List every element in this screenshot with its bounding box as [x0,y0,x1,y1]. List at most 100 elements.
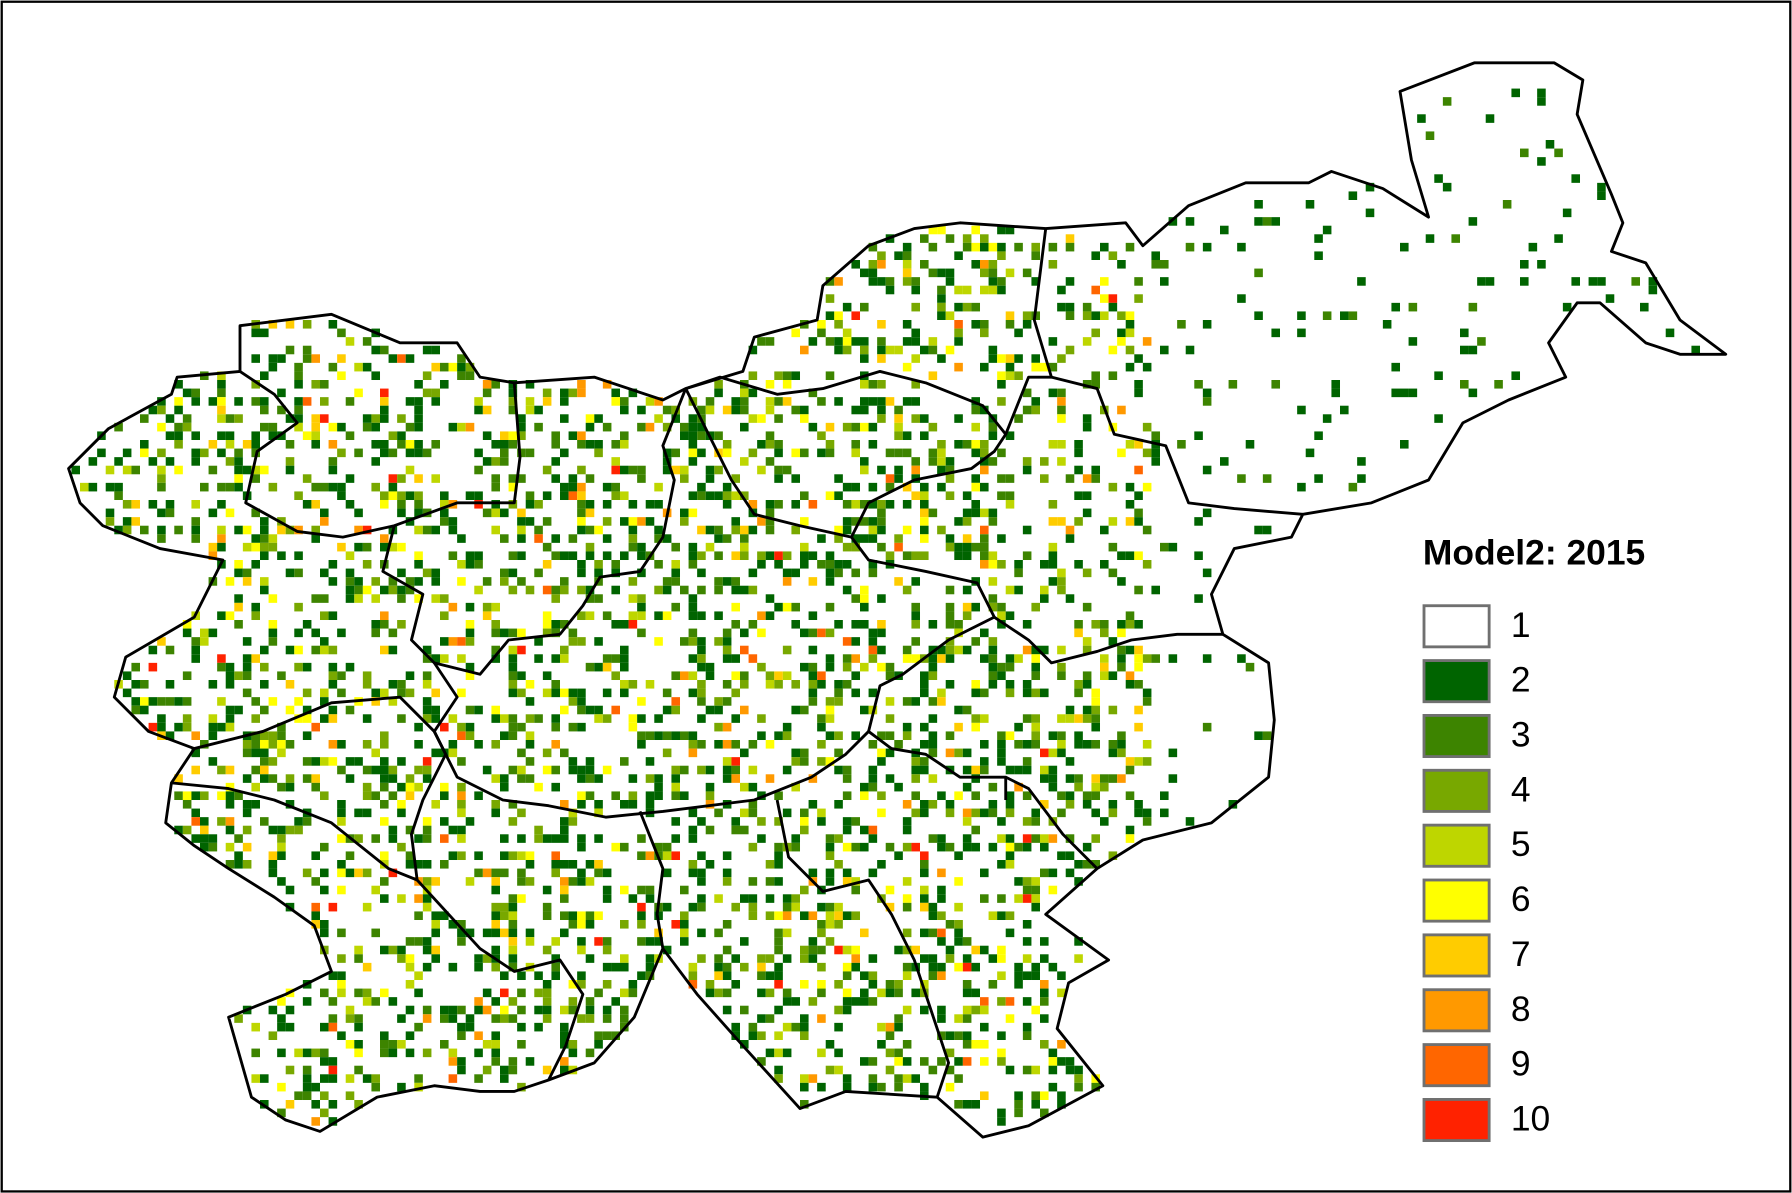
cell [1074,628,1083,638]
cell [242,842,252,852]
cell [808,662,818,672]
cell [320,688,329,698]
cell [697,714,706,723]
cell [285,885,295,895]
cell [577,980,586,989]
cell [328,577,338,586]
cell [1151,260,1161,269]
cell [937,688,946,698]
cell [971,714,981,723]
cell [748,654,758,663]
cell [662,585,672,595]
cell [1202,508,1212,518]
cell [457,1005,466,1015]
cell [1125,440,1135,449]
cell [1065,800,1075,809]
cell [731,654,741,663]
cell [1005,911,1015,921]
cell [345,431,355,441]
cell [517,517,526,526]
cell [371,997,381,1006]
cell [962,1100,972,1109]
cell [268,731,278,741]
cell [705,765,715,775]
cell [988,345,998,355]
cell [645,517,655,526]
cell [208,680,218,689]
cell [414,474,423,483]
cell [114,422,123,432]
cell [208,551,218,561]
cell [877,628,886,638]
cell [825,440,835,449]
cell [902,251,912,261]
cell [877,1040,886,1049]
cell [371,345,381,355]
cell [517,868,526,878]
cell [508,954,518,963]
cell [525,928,535,938]
cell [260,748,269,758]
cell [937,311,946,321]
cell [902,945,912,955]
cell [911,1074,921,1083]
cell [602,894,612,903]
cell [748,448,758,458]
cell [1065,791,1075,801]
cell [911,397,921,406]
cell [311,431,321,441]
cell [525,448,535,458]
cell [182,422,192,432]
cell [388,1048,398,1058]
cell [354,388,363,398]
cell [774,465,783,475]
cell [397,585,406,595]
cell [980,688,989,698]
cell [688,740,698,749]
cell [345,851,355,861]
cell [748,371,758,381]
cell [328,1117,338,1126]
cell [1014,560,1023,569]
cell [1074,860,1083,869]
cell [431,440,441,449]
cell [628,722,638,732]
cell [260,422,269,432]
cell [980,234,989,243]
cell [825,911,835,921]
cell [962,1040,972,1049]
cell [405,577,415,586]
cell [971,474,981,483]
cell [380,800,389,809]
cell [988,594,998,603]
cell [225,431,235,441]
cell [731,1022,741,1032]
cell [482,765,492,775]
cell [920,508,929,518]
cell [800,1082,809,1092]
cell [1134,440,1143,449]
cell [422,568,432,578]
cell [628,894,638,903]
cell [911,808,921,818]
cell [1125,765,1135,775]
cell [885,714,895,723]
cell [491,705,501,715]
cell [817,928,826,938]
cell [714,380,723,389]
cell [962,962,972,972]
cell [1057,440,1066,449]
cell [294,371,303,381]
cell [1228,380,1238,389]
cell [791,902,801,912]
cell [885,551,895,561]
cell [457,362,466,372]
cell [560,688,569,698]
cell [397,1014,406,1023]
cell [371,371,381,381]
cell [388,431,398,441]
cell [1357,457,1366,466]
cell [285,457,295,466]
cell [800,885,809,895]
cell [774,448,783,458]
